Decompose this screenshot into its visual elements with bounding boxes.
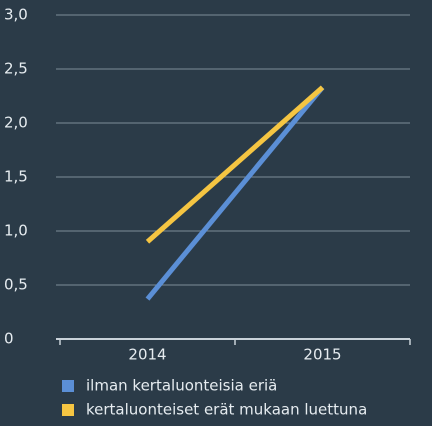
x-tick-label: 2014 (128, 346, 166, 364)
y-tick-label: 1,5 (4, 168, 28, 186)
y-tick-label: 2,5 (4, 60, 28, 78)
legend-swatch (62, 404, 74, 416)
y-tick-label: 0,5 (4, 276, 28, 294)
y-tick-label: 1,0 (4, 222, 28, 240)
y-tick-label: 3,0 (4, 6, 28, 24)
legend-swatch (62, 380, 74, 392)
series-line (145, 85, 325, 301)
legend-label: kertaluonteiset erät mukaan luettuna (86, 401, 367, 419)
x-tick-label: 2015 (303, 346, 341, 364)
series-line (145, 85, 325, 244)
y-tick-label: 2,0 (4, 114, 28, 132)
y-tick-label: 0 (4, 330, 14, 348)
legend-label: ilman kertaluonteisia eriä (86, 377, 277, 395)
